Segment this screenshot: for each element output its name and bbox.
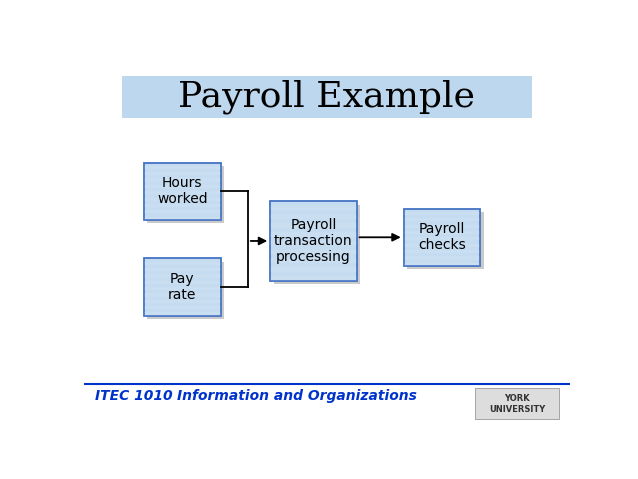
FancyBboxPatch shape <box>144 185 221 188</box>
FancyBboxPatch shape <box>404 218 480 221</box>
FancyBboxPatch shape <box>404 262 480 266</box>
Text: Payroll
transaction
processing: Payroll transaction processing <box>274 218 353 264</box>
Text: Payroll
checks: Payroll checks <box>418 222 466 252</box>
Text: YORK
UNIVERSITY: YORK UNIVERSITY <box>489 395 545 414</box>
Text: Pay
rate: Pay rate <box>168 272 197 302</box>
FancyBboxPatch shape <box>404 231 480 234</box>
FancyBboxPatch shape <box>475 388 560 419</box>
Text: Hours
worked: Hours worked <box>157 176 207 206</box>
FancyBboxPatch shape <box>147 262 224 319</box>
FancyBboxPatch shape <box>270 223 357 228</box>
FancyBboxPatch shape <box>270 201 357 281</box>
FancyBboxPatch shape <box>270 215 357 219</box>
FancyBboxPatch shape <box>144 268 221 271</box>
FancyBboxPatch shape <box>404 256 480 260</box>
FancyBboxPatch shape <box>144 312 221 316</box>
FancyBboxPatch shape <box>122 76 532 118</box>
FancyBboxPatch shape <box>270 205 357 210</box>
FancyBboxPatch shape <box>144 294 221 297</box>
FancyBboxPatch shape <box>144 262 221 265</box>
FancyBboxPatch shape <box>270 267 357 272</box>
FancyBboxPatch shape <box>144 287 221 290</box>
FancyBboxPatch shape <box>404 237 480 240</box>
FancyBboxPatch shape <box>144 281 221 284</box>
FancyBboxPatch shape <box>144 162 221 220</box>
FancyBboxPatch shape <box>404 250 480 253</box>
FancyBboxPatch shape <box>404 209 480 266</box>
FancyBboxPatch shape <box>270 259 357 263</box>
FancyBboxPatch shape <box>404 244 480 247</box>
FancyBboxPatch shape <box>270 250 357 254</box>
FancyBboxPatch shape <box>144 179 221 182</box>
FancyBboxPatch shape <box>144 259 221 316</box>
FancyBboxPatch shape <box>404 225 480 228</box>
FancyBboxPatch shape <box>407 212 484 269</box>
FancyBboxPatch shape <box>274 205 360 284</box>
FancyBboxPatch shape <box>144 191 221 194</box>
FancyBboxPatch shape <box>147 166 224 223</box>
FancyBboxPatch shape <box>270 241 357 245</box>
FancyBboxPatch shape <box>144 210 221 214</box>
FancyBboxPatch shape <box>144 300 221 303</box>
FancyBboxPatch shape <box>404 212 480 215</box>
FancyBboxPatch shape <box>144 217 221 220</box>
FancyBboxPatch shape <box>144 197 221 201</box>
FancyBboxPatch shape <box>270 276 357 281</box>
FancyBboxPatch shape <box>270 232 357 237</box>
FancyBboxPatch shape <box>144 306 221 309</box>
Text: ITEC 1010: ITEC 1010 <box>94 388 172 403</box>
FancyBboxPatch shape <box>144 166 221 169</box>
FancyBboxPatch shape <box>144 274 221 277</box>
Text: Payroll Example: Payroll Example <box>179 80 475 114</box>
FancyBboxPatch shape <box>144 172 221 175</box>
FancyBboxPatch shape <box>144 204 221 207</box>
Text: Information and Organizations: Information and Organizations <box>177 388 417 403</box>
